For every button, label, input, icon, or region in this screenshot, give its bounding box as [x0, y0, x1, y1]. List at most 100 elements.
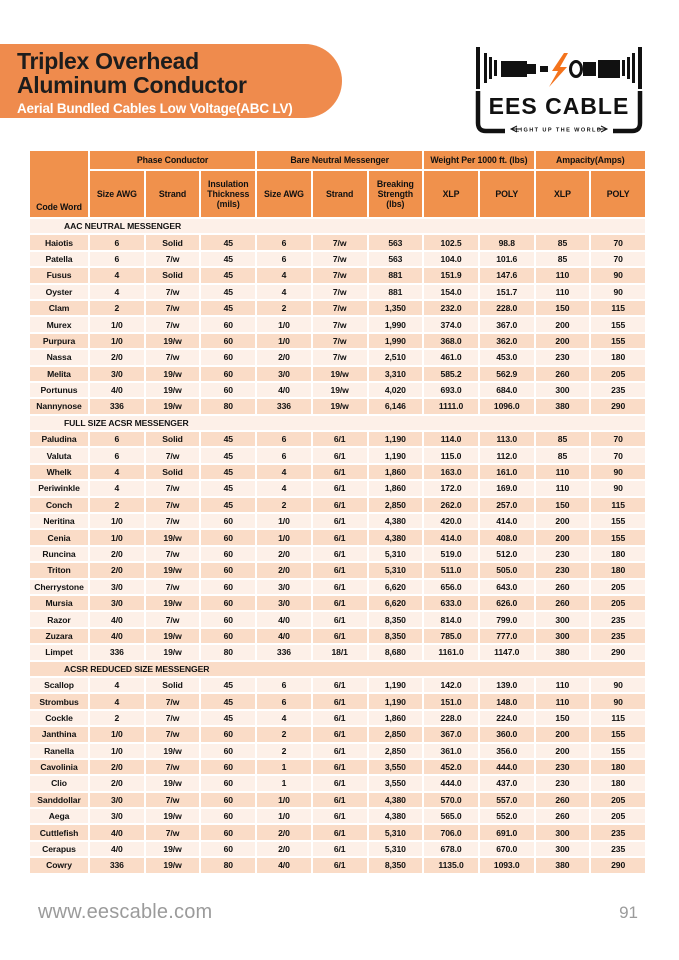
value-cell: 563 — [368, 251, 423, 267]
value-cell: 562.9 — [479, 366, 534, 381]
value-cell: 230 — [535, 350, 590, 365]
value-cell: 8,350 — [368, 628, 423, 644]
value-cell: 6/1 — [312, 481, 367, 496]
value-cell: Solid — [145, 464, 200, 480]
code-word-cell: Cockle — [30, 710, 88, 726]
value-cell: 1111.0 — [424, 399, 478, 414]
value-cell: Solid — [145, 268, 200, 283]
table-row: Paludina 6 Solid 45 6 6/1 1,190 114.0 113.0 85 70 — [30, 432, 645, 447]
code-word-cell: Portunus — [30, 382, 88, 398]
code-word-cell: Janthina — [30, 727, 88, 742]
value-cell: 6/1 — [312, 776, 367, 791]
value-cell: 180 — [591, 776, 645, 791]
value-cell: 3/0 — [90, 366, 144, 381]
value-cell: 2/0 — [90, 776, 144, 791]
code-word-cell: Cowry — [30, 858, 88, 873]
value-cell: 414.0 — [424, 530, 478, 545]
value-cell: 2,850 — [368, 743, 423, 758]
value-cell: 150 — [535, 497, 590, 513]
ees-cable-logo: EES CABLE LIGHT UP THE WORLD — [475, 47, 643, 134]
code-word-cell: Sanddollar — [30, 792, 88, 808]
code-word-cell: Cenia — [30, 530, 88, 545]
value-cell: 336 — [257, 645, 311, 660]
value-cell: 60 — [201, 792, 256, 808]
value-cell: 3/0 — [257, 366, 311, 381]
value-cell: 777.0 — [479, 628, 534, 644]
value-cell: 90 — [591, 694, 645, 709]
value-cell: 7/w — [145, 300, 200, 316]
left-hook-icon — [475, 91, 505, 134]
value-cell: 3/0 — [257, 579, 311, 594]
value-cell: 3/0 — [90, 792, 144, 808]
table-row: Patella 6 7/w 45 6 7/w 563 104.0 101.6 85 70 — [30, 251, 645, 267]
value-cell: 505.0 — [479, 563, 534, 578]
value-cell: 452.0 — [424, 759, 478, 775]
value-cell: 200 — [535, 333, 590, 349]
column-header: Strand — [312, 171, 367, 217]
code-word-cell: Conch — [30, 497, 88, 513]
value-cell: 45 — [201, 448, 256, 463]
value-cell: 684.0 — [479, 382, 534, 398]
value-cell: 6 — [90, 235, 144, 250]
value-cell: 45 — [201, 300, 256, 316]
value-cell: 678.0 — [424, 841, 478, 857]
table-header: Code Word Phase Conductor Bare Neutral Mes… — [30, 151, 645, 217]
table-body: AAC NEUTRAL MESSENGER Haiotis 6 Solid 45 6 7/w… — [30, 219, 645, 873]
value-cell: 60 — [201, 825, 256, 840]
value-cell: 45 — [201, 481, 256, 496]
value-cell: 1/0 — [90, 727, 144, 742]
value-cell: 228.0 — [424, 710, 478, 726]
value-cell: 360.0 — [479, 727, 534, 742]
table-row: Limpet 336 19/w 80 336 18/1 8,680 1161.0 1147.0 3… — [30, 645, 645, 660]
value-cell: 6/1 — [312, 448, 367, 463]
code-word-cell: Aega — [30, 809, 88, 824]
value-cell: 444.0 — [424, 776, 478, 791]
table-row: Razor 4/0 7/w 60 4/0 6/1 8,350 814.0 799.0 300 235 — [30, 612, 645, 627]
value-cell: 5,310 — [368, 841, 423, 857]
value-cell: 90 — [591, 481, 645, 496]
value-cell: 300 — [535, 825, 590, 840]
value-cell: 7/w — [145, 612, 200, 627]
value-cell: 300 — [535, 612, 590, 627]
value-cell: 260 — [535, 595, 590, 611]
value-cell: 18/1 — [312, 645, 367, 660]
value-cell: 2,850 — [368, 727, 423, 742]
value-cell: 4 — [257, 481, 311, 496]
value-cell: 1,350 — [368, 300, 423, 316]
code-word-cell: Patella — [30, 251, 88, 267]
value-cell: 552.0 — [479, 809, 534, 824]
value-cell: 6 — [90, 432, 144, 447]
column-header: Strand — [145, 171, 200, 217]
value-cell: 85 — [535, 251, 590, 267]
value-cell: 7/w — [312, 350, 367, 365]
value-cell: 70 — [591, 235, 645, 250]
value-cell: 336 — [90, 645, 144, 660]
value-cell: 2 — [90, 710, 144, 726]
value-cell: 7/w — [312, 300, 367, 316]
footer-website-link[interactable]: www.eescable.com — [38, 901, 213, 923]
column-header-code-word: Code Word — [30, 151, 88, 217]
table-row: Portunus 4/0 19/w 60 4/0 19/w 4,020 693.0 684.0 3… — [30, 382, 645, 398]
value-cell: 380 — [535, 858, 590, 873]
value-cell: 60 — [201, 727, 256, 742]
value-cell: 374.0 — [424, 317, 478, 332]
value-cell: 706.0 — [424, 825, 478, 840]
column-group-header: Bare Neutral Messenger — [257, 151, 423, 169]
code-word-cell: Cherrystone — [30, 579, 88, 594]
value-cell: 114.0 — [424, 432, 478, 447]
value-cell: 7/w — [145, 759, 200, 775]
value-cell: 155 — [591, 333, 645, 349]
value-cell: 60 — [201, 809, 256, 824]
code-word-cell: Clio — [30, 776, 88, 791]
value-cell: 7/w — [145, 350, 200, 365]
value-cell: 262.0 — [424, 497, 478, 513]
value-cell: 45 — [201, 432, 256, 447]
value-cell: 2 — [257, 497, 311, 513]
value-cell: 19/w — [312, 399, 367, 414]
value-cell: 6/1 — [312, 825, 367, 840]
value-cell: 235 — [591, 841, 645, 857]
value-cell: 148.0 — [479, 694, 534, 709]
value-cell: 3/0 — [90, 809, 144, 824]
value-cell: 232.0 — [424, 300, 478, 316]
table-row: Valuta 6 7/w 45 6 6/1 1,190 115.0 112.0 85 70 — [30, 448, 645, 463]
